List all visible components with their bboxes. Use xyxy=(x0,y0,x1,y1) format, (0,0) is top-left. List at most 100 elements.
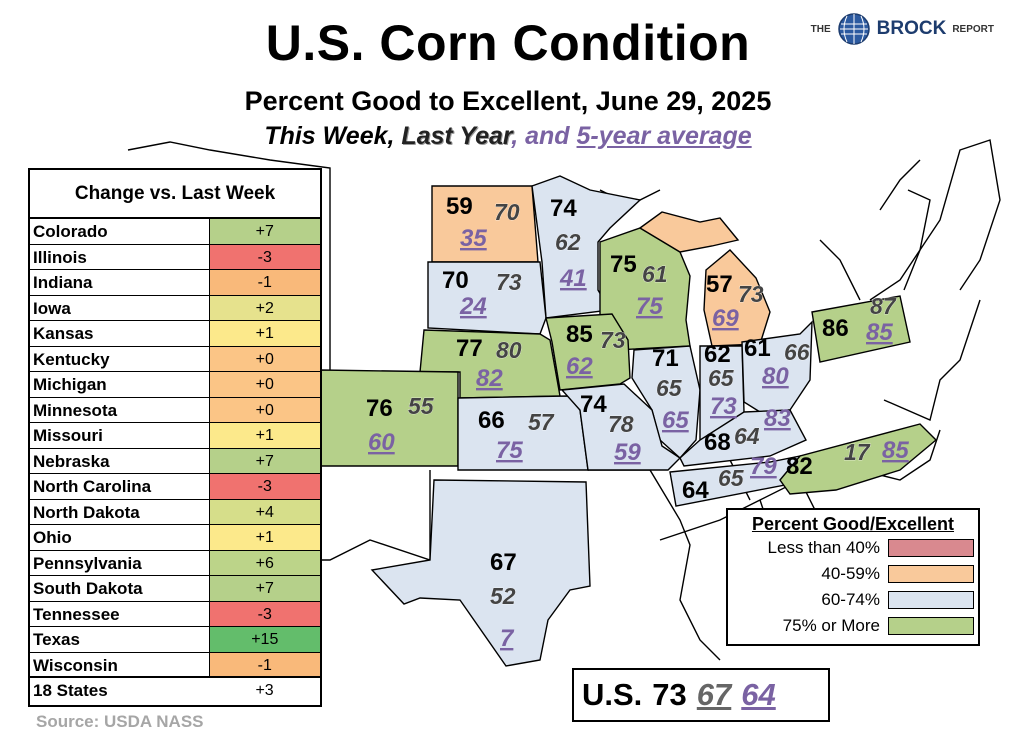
row-change: -1 xyxy=(208,270,320,295)
KY-last-year: 64 xyxy=(734,423,760,449)
key-label: 60-74% xyxy=(821,590,880,609)
row-state: Indiana xyxy=(33,273,93,292)
state-MI-upper xyxy=(638,211,740,253)
key-label: 40-59% xyxy=(821,564,880,583)
series-legend-line: This Week, Last Year, and 5-year average xyxy=(0,122,1016,151)
us-this-week: 73 xyxy=(652,677,687,712)
CO-avg: 60 xyxy=(368,429,395,456)
IL-avg: 65 xyxy=(662,407,689,434)
table-row: Minnesota +0 xyxy=(30,397,320,423)
table-row: Michigan +0 xyxy=(30,372,320,398)
key-swatch xyxy=(888,539,974,557)
row-change: +15 xyxy=(208,627,320,652)
row-state: North Carolina xyxy=(33,477,152,496)
key-swatch xyxy=(888,565,974,583)
row-change: -3 xyxy=(208,601,320,626)
MO-last-year: 78 xyxy=(608,411,634,437)
row-change: +6 xyxy=(208,550,320,575)
state-MI xyxy=(703,249,771,347)
row-state: Colorado xyxy=(33,222,108,241)
row-state: Minnesota xyxy=(33,400,118,420)
table-row: South Dakota +7 xyxy=(30,576,320,602)
row-state: South Dakota xyxy=(33,579,143,598)
row-change: +0 xyxy=(208,397,320,422)
row-state: Ohio xyxy=(33,528,72,547)
us-label: U.S. xyxy=(582,677,643,712)
IL-this-week: 71 xyxy=(652,345,679,372)
table-header: Change vs. Last Week xyxy=(30,170,320,219)
ND-avg: 35 xyxy=(460,225,487,252)
table-total-row: 18 States +3 xyxy=(30,676,320,705)
OH-avg: 80 xyxy=(762,363,789,390)
row-state: Missouri xyxy=(33,426,103,445)
row-change: +0 xyxy=(208,346,320,371)
row-change: +7 xyxy=(208,219,320,244)
MN-last-year: 62 xyxy=(555,229,581,255)
table-row: Pennsylvania +6 xyxy=(30,550,320,576)
NC-this-week: 82 xyxy=(786,453,813,480)
IA-this-week: 85 xyxy=(566,321,593,348)
row-change: +1 xyxy=(208,321,320,346)
state-NC xyxy=(779,423,938,495)
key-item: Less than 40% xyxy=(728,535,978,561)
row-change: +1 xyxy=(208,525,320,550)
total-label: 18 States xyxy=(33,681,108,700)
IA-avg: 62 xyxy=(566,353,593,380)
MI-this-week: 57 xyxy=(706,271,733,298)
MN-this-week: 74 xyxy=(550,195,577,222)
state-PA xyxy=(811,295,911,363)
state-SD xyxy=(427,261,547,335)
us-last-year: 67 xyxy=(696,677,732,712)
KS-last-year: 57 xyxy=(528,409,555,435)
MI-avg: 69 xyxy=(712,305,739,332)
NE-this-week: 77 xyxy=(456,335,483,362)
NC-avg: 85 xyxy=(882,437,909,464)
row-state: Kentucky xyxy=(33,349,110,369)
row-state: Nebraska xyxy=(33,451,110,471)
ND-last-year: 70 xyxy=(494,199,520,225)
OH-last-year: 66 xyxy=(784,339,810,365)
state-KY xyxy=(679,409,807,467)
row-state: Texas xyxy=(33,630,80,649)
row-change: +4 xyxy=(208,499,320,524)
SD-avg: 24 xyxy=(459,293,487,320)
MI-last-year: 73 xyxy=(738,281,764,307)
PA-this-week: 86 xyxy=(822,315,849,342)
legend-5yr-avg: 5-year average xyxy=(576,122,752,150)
KS-this-week: 66 xyxy=(478,407,505,434)
NE-last-year: 80 xyxy=(496,337,522,363)
table-row: Colorado +7 xyxy=(30,219,320,245)
row-change: +1 xyxy=(208,423,320,448)
WI-avg: 75 xyxy=(636,293,663,320)
MO-this-week: 74 xyxy=(580,391,607,418)
change-vs-last-week-table: Change vs. Last Week Colorado +7 Illinois -… xyxy=(28,168,322,707)
globe-icon xyxy=(837,13,870,45)
table-row: North Dakota +4 xyxy=(30,499,320,525)
ND-this-week: 59 xyxy=(446,193,473,220)
brand-logo: THE BROCK REPORT xyxy=(811,12,994,46)
row-change: +2 xyxy=(208,295,320,320)
NC-last-year: 17 xyxy=(844,439,871,465)
page-title: U.S. Corn Condition xyxy=(265,15,751,71)
TX-avg: 7 xyxy=(500,625,515,652)
brand-name: BROCK xyxy=(876,18,947,39)
page-subtitle: Percent Good to Excellent, June 29, 2025 xyxy=(244,86,772,116)
KY-this-week: 68 xyxy=(704,429,731,456)
MN-avg: 41 xyxy=(559,265,587,292)
key-title: Percent Good/Excellent xyxy=(751,514,955,534)
row-change: +7 xyxy=(208,448,320,473)
PA-last-year: 87 xyxy=(870,293,897,319)
IN-avg: 73 xyxy=(710,393,737,420)
PA-avg: 85 xyxy=(866,319,893,346)
table-row: Indiana -1 xyxy=(30,270,320,296)
row-state: Pennsylvania xyxy=(33,553,142,573)
table-row: Tennessee -3 xyxy=(30,601,320,627)
row-change: -3 xyxy=(208,474,320,499)
KY-avg: 83 xyxy=(764,405,791,432)
state-IA xyxy=(545,313,631,391)
IN-this-week: 62 xyxy=(704,341,731,368)
table-row: North Carolina -3 xyxy=(30,474,320,500)
row-state: Illinois xyxy=(33,247,87,267)
table-row: Texas +15 xyxy=(30,627,320,653)
